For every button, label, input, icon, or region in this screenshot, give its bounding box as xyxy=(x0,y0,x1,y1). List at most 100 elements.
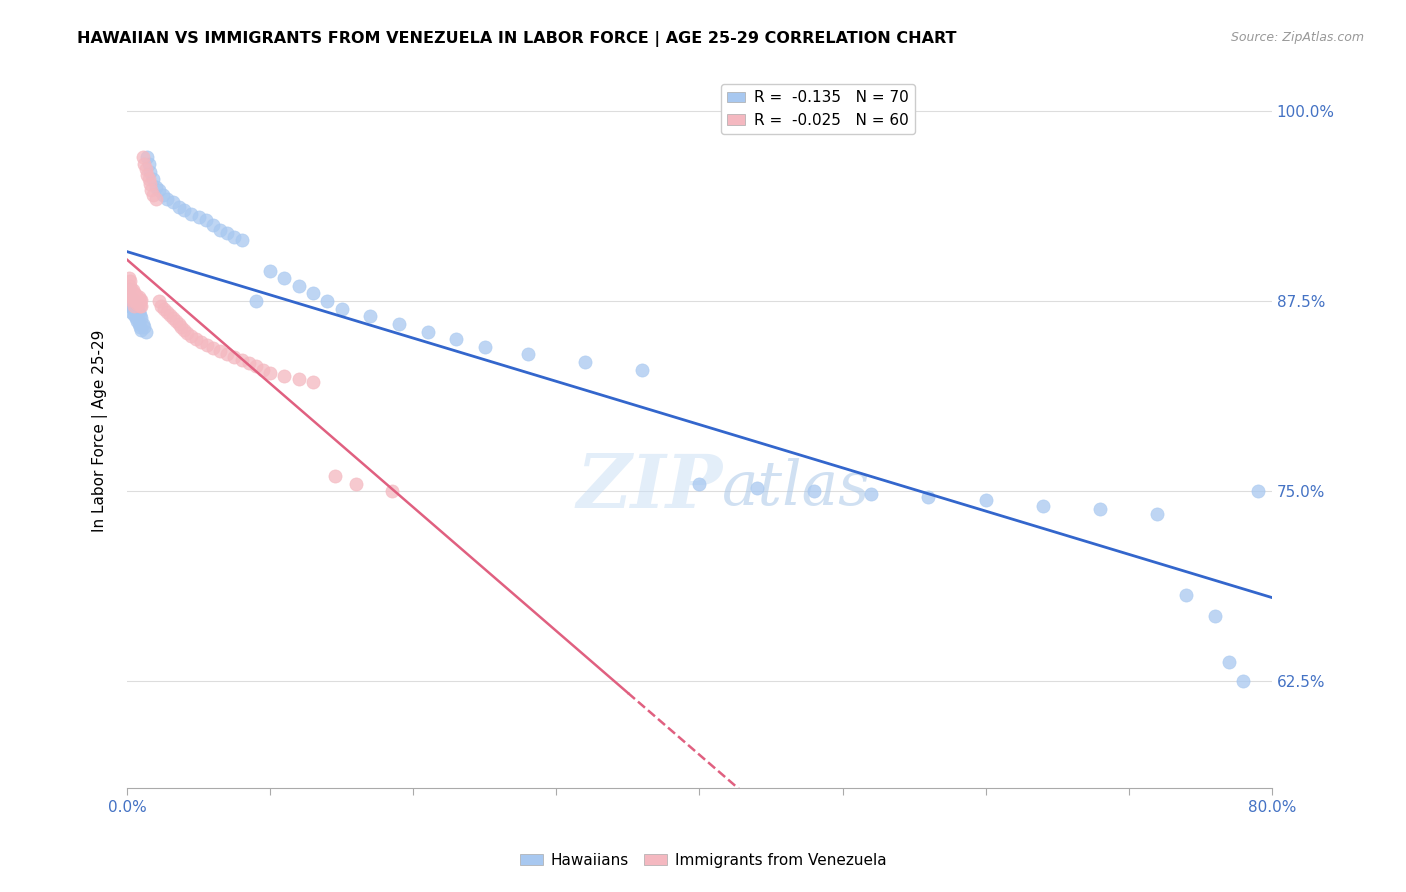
Point xyxy=(201,218,224,232)
Point xyxy=(118,299,141,313)
Point xyxy=(141,183,163,197)
Point xyxy=(860,487,883,501)
Point xyxy=(129,308,152,322)
Point xyxy=(259,263,281,277)
Point xyxy=(122,293,145,307)
Point xyxy=(150,299,173,313)
Point xyxy=(122,295,145,310)
Point xyxy=(132,150,155,164)
Point xyxy=(148,294,170,309)
Point xyxy=(1218,655,1240,669)
Point xyxy=(129,320,152,334)
Point xyxy=(917,490,939,504)
Y-axis label: In Labor Force | Age 25-29: In Labor Force | Age 25-29 xyxy=(93,329,108,532)
Point xyxy=(120,294,142,309)
Legend: R =  -0.135   N = 70, R =  -0.025   N = 60: R = -0.135 N = 70, R = -0.025 N = 60 xyxy=(721,84,915,134)
Legend: Hawaiians, Immigrants from Venezuela: Hawaiians, Immigrants from Venezuela xyxy=(513,847,893,873)
Point xyxy=(180,207,202,221)
Point xyxy=(1246,484,1268,499)
Point xyxy=(122,308,145,322)
Point xyxy=(139,165,162,179)
Point xyxy=(121,284,143,298)
Text: HAWAIIAN VS IMMIGRANTS FROM VENEZUELA IN LABOR FORCE | AGE 25-29 CORRELATION CHA: HAWAIIAN VS IMMIGRANTS FROM VENEZUELA IN… xyxy=(77,31,957,47)
Point xyxy=(323,469,346,483)
Point xyxy=(245,359,267,374)
Point xyxy=(136,150,159,164)
Point xyxy=(153,301,176,316)
Point xyxy=(122,286,145,301)
Point xyxy=(209,344,232,359)
Point xyxy=(118,289,141,303)
Point xyxy=(167,317,190,331)
Point xyxy=(129,299,152,313)
Point xyxy=(187,211,209,225)
Point xyxy=(128,304,150,318)
Point xyxy=(359,310,381,324)
Point xyxy=(118,279,141,293)
Point xyxy=(173,323,195,337)
Point xyxy=(120,293,142,307)
Point xyxy=(152,187,174,202)
Point xyxy=(631,362,654,376)
Point xyxy=(121,289,143,303)
Text: Source: ZipAtlas.com: Source: ZipAtlas.com xyxy=(1230,31,1364,45)
Point xyxy=(117,282,139,296)
Point xyxy=(128,317,150,331)
Point xyxy=(162,310,184,325)
Point xyxy=(184,332,207,346)
Point xyxy=(156,192,179,206)
Point xyxy=(167,200,190,214)
Point xyxy=(416,325,439,339)
Point xyxy=(131,299,153,313)
Point xyxy=(238,356,260,370)
Point xyxy=(288,372,311,386)
Point xyxy=(1032,500,1054,514)
Point xyxy=(124,294,146,309)
Point xyxy=(128,295,150,310)
Point xyxy=(170,320,193,334)
Point xyxy=(288,279,311,293)
Point xyxy=(124,299,146,313)
Point xyxy=(217,347,239,361)
Point xyxy=(145,180,167,194)
Point xyxy=(120,289,142,303)
Point xyxy=(159,308,181,322)
Point xyxy=(381,484,404,499)
Point xyxy=(124,288,146,302)
Point xyxy=(444,332,467,346)
Point xyxy=(224,351,246,365)
Point xyxy=(120,284,142,298)
Point xyxy=(224,230,246,244)
Point xyxy=(135,325,157,339)
Point xyxy=(127,297,149,311)
Point xyxy=(1204,608,1226,623)
Point xyxy=(120,304,142,318)
Point xyxy=(138,172,160,186)
Point xyxy=(122,299,145,313)
Point xyxy=(165,314,187,328)
Point xyxy=(231,353,253,368)
Point xyxy=(474,340,496,354)
Point xyxy=(117,271,139,285)
Point xyxy=(195,338,218,352)
Text: ZIP: ZIP xyxy=(576,451,723,524)
Point xyxy=(344,476,367,491)
Point xyxy=(173,202,195,217)
Point xyxy=(127,301,149,316)
Point xyxy=(131,310,153,325)
Point xyxy=(330,301,353,316)
Point xyxy=(156,304,179,318)
Point xyxy=(131,323,153,337)
Point xyxy=(127,291,149,305)
Point xyxy=(273,368,295,383)
Point xyxy=(1088,502,1111,516)
Point xyxy=(148,183,170,197)
Point xyxy=(138,157,160,171)
Point xyxy=(245,294,267,309)
Point xyxy=(145,192,167,206)
Point xyxy=(217,226,239,240)
Point xyxy=(201,341,224,355)
Point xyxy=(121,301,143,316)
Point xyxy=(180,329,202,343)
Point xyxy=(1232,674,1254,689)
